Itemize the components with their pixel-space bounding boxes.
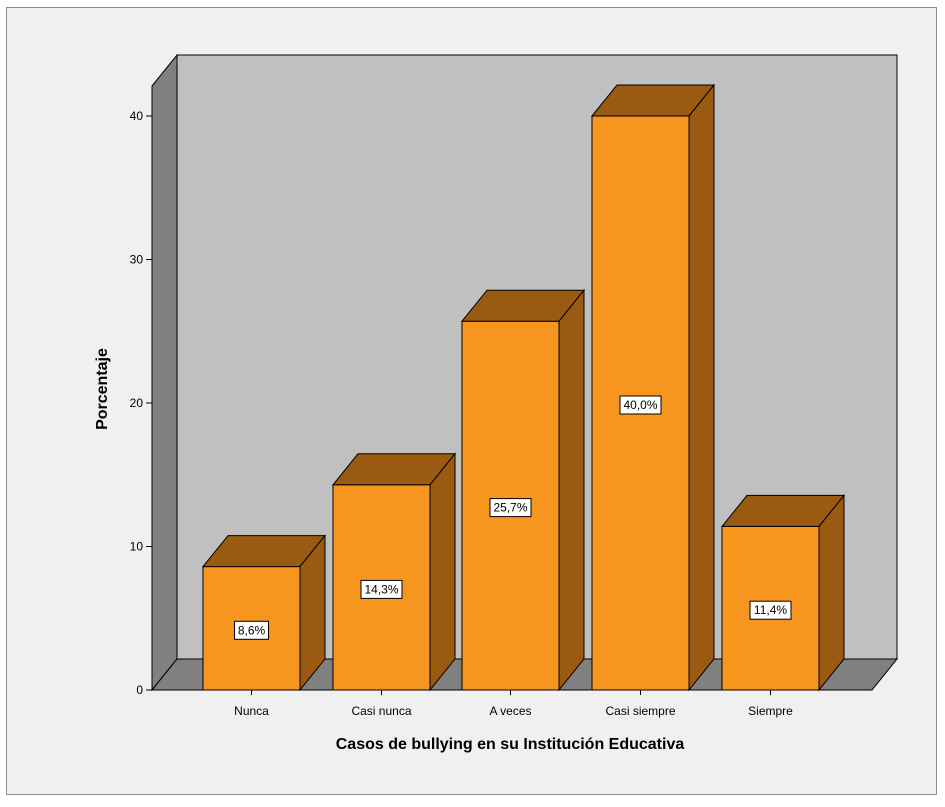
- x-axis: Nunca Casi nunca A veces Casi siempre Siempr…: [234, 690, 793, 718]
- y-axis-title: Porcentaje: [94, 348, 111, 430]
- data-label-box: [360, 579, 403, 599]
- bar-side: [818, 493, 845, 692]
- y-tick-label: 20: [130, 396, 144, 410]
- side-wall: [151, 53, 178, 692]
- bar-3: 25,7%: [460, 288, 586, 692]
- data-label-box: [234, 620, 269, 640]
- y-tick-label: 0: [136, 683, 143, 697]
- x-tick-label: Nunca: [234, 704, 269, 718]
- x-axis-title: Casos de bullying en su Institución Educ…: [336, 736, 685, 753]
- data-label: 40,0%: [623, 398, 657, 412]
- bar-4: 40,0%: [590, 83, 716, 692]
- bar-side: [299, 534, 326, 692]
- y-tick-label: 40: [130, 109, 144, 123]
- y-tick-label: 10: [130, 540, 144, 554]
- data-label-box: [619, 395, 662, 415]
- data-label-box: [489, 498, 532, 518]
- bar-side: [429, 452, 456, 692]
- y-axis: 0 10 20 30 40: [130, 86, 153, 697]
- x-tick-label: Casi siempre: [605, 704, 675, 718]
- x-tick-label: Casi nunca: [351, 704, 411, 718]
- y-tick-label: 30: [130, 253, 144, 267]
- x-tick-label: Siempre: [748, 704, 793, 718]
- bar-side: [688, 83, 715, 692]
- data-label-box: [749, 600, 792, 620]
- data-label: 14,3%: [364, 582, 398, 596]
- x-tick-label: A veces: [489, 704, 531, 718]
- data-label: 25,7%: [493, 501, 527, 515]
- bars: 8,6% 14,3% 25,7% 40,0% 11,4%: [201, 83, 846, 692]
- bar-2: 14,3%: [331, 452, 457, 692]
- bar-1: 8,6%: [201, 534, 327, 692]
- data-label: 11,4%: [754, 603, 787, 617]
- bar-side: [558, 288, 585, 692]
- bar-5: 11,4%: [720, 493, 846, 692]
- data-label: 8,6%: [238, 623, 266, 637]
